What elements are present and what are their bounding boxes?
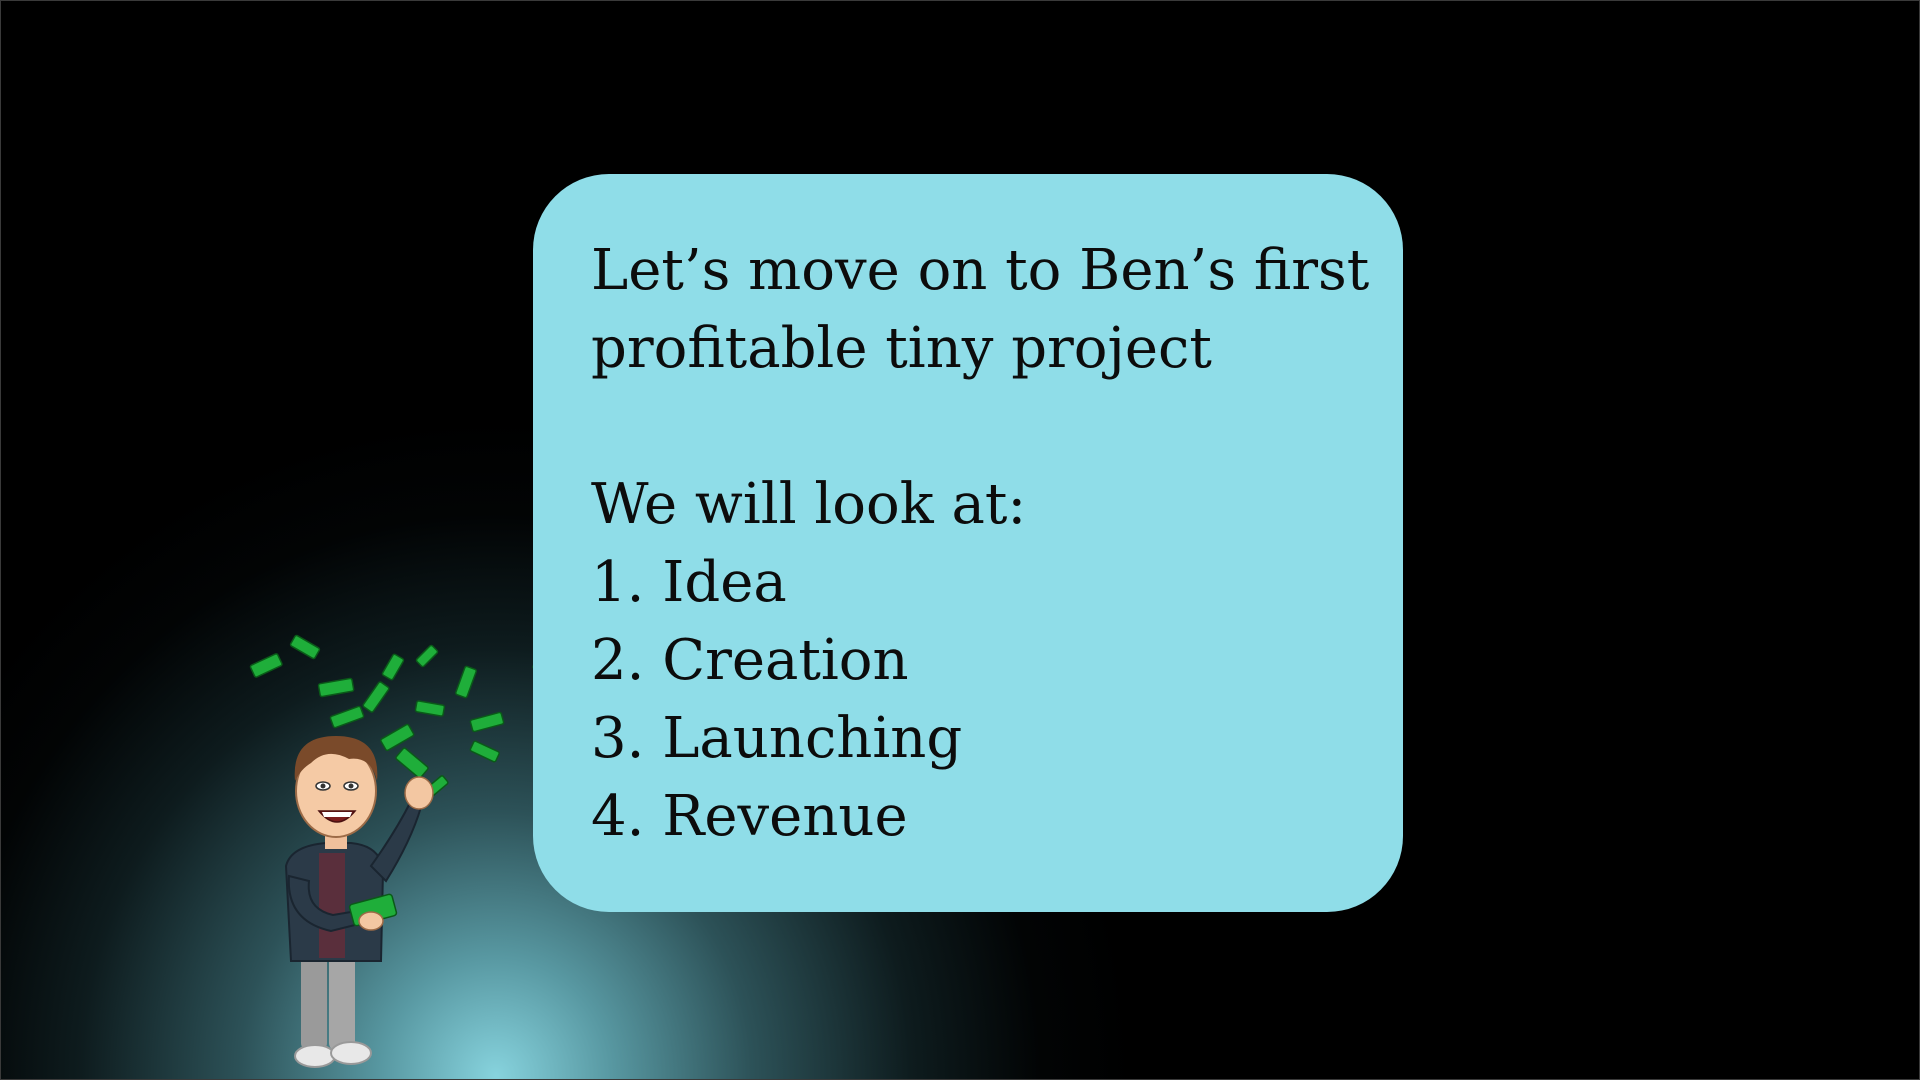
spacer <box>591 388 1347 466</box>
list-item: 4. Revenue <box>591 784 908 849</box>
list-item: 3. Launching <box>591 706 963 771</box>
heading-line-2: profitable tiny project <box>591 316 1212 381</box>
cartoon-man-throwing-money-icon <box>249 634 554 1068</box>
list-item: 2. Creation <box>591 628 909 693</box>
topic-list: 1. Idea 2. Creation 3. Launching 4. Reve… <box>591 544 1347 856</box>
intro-text: We will look at: <box>591 472 1027 537</box>
speech-bubble: Let’s move on to Ben’s first profitable … <box>533 174 1403 912</box>
list-item: 1. Idea <box>591 550 787 615</box>
heading-line-1: Let’s move on to Ben’s first <box>591 238 1370 303</box>
